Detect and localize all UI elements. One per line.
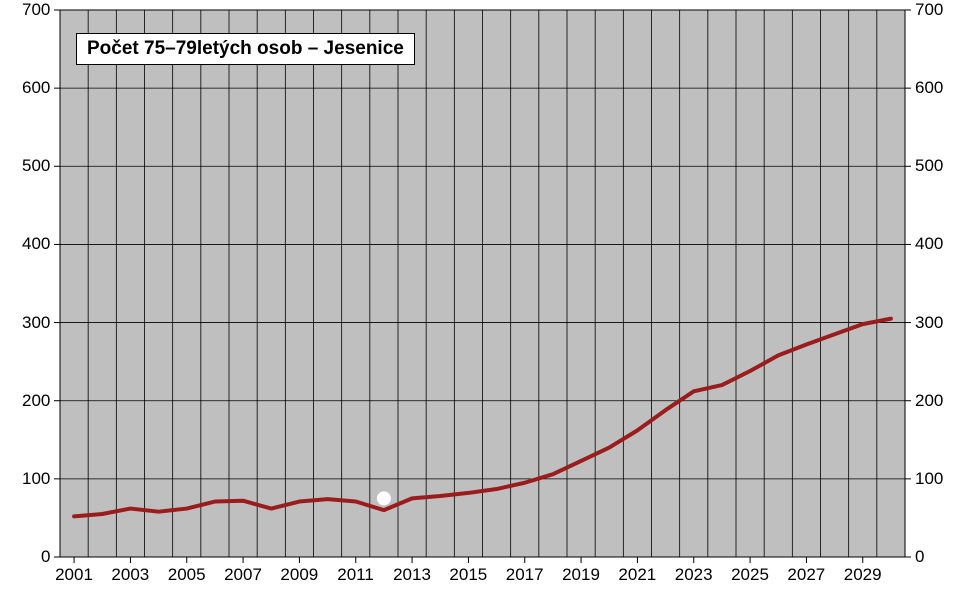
y-axis-label-left: 700 <box>22 0 50 20</box>
y-axis-label-left: 300 <box>22 313 50 333</box>
y-axis-label-left: 500 <box>22 156 50 176</box>
y-axis-label-right: 600 <box>915 78 943 98</box>
y-axis-label-right: 100 <box>915 469 943 489</box>
x-axis-label: 2007 <box>224 565 262 585</box>
x-axis-label: 2019 <box>562 565 600 585</box>
x-axis-label: 2013 <box>393 565 431 585</box>
highlight-marker <box>377 491 391 505</box>
x-axis-label: 2025 <box>731 565 769 585</box>
y-axis-label-left: 100 <box>22 469 50 489</box>
y-axis-label-left: 200 <box>22 391 50 411</box>
x-axis-label: 2009 <box>280 565 318 585</box>
x-axis-label: 2001 <box>55 565 93 585</box>
y-axis-label-right: 700 <box>915 0 943 20</box>
y-axis-label-left: 0 <box>41 547 50 567</box>
y-axis-label-right: 200 <box>915 391 943 411</box>
chart-svg <box>0 0 961 595</box>
x-axis-label: 2023 <box>675 565 713 585</box>
y-axis-label-left: 400 <box>22 234 50 254</box>
y-axis-label-right: 500 <box>915 156 943 176</box>
y-axis-label-left: 600 <box>22 78 50 98</box>
x-axis-label: 2005 <box>168 565 206 585</box>
x-axis-label: 2003 <box>111 565 149 585</box>
x-axis-label: 2015 <box>449 565 487 585</box>
x-axis-label: 2011 <box>337 565 374 585</box>
x-axis-label: 2029 <box>844 565 882 585</box>
y-axis-label-right: 300 <box>915 313 943 333</box>
x-axis-label: 2017 <box>506 565 544 585</box>
x-axis-label: 2021 <box>618 565 656 585</box>
y-axis-label-right: 0 <box>915 547 924 567</box>
y-axis-label-right: 400 <box>915 234 943 254</box>
chart-title: Počet 75–79letých osob – Jesenice <box>76 33 415 65</box>
x-axis-label: 2027 <box>787 565 825 585</box>
chart-container: Počet 75–79letých osob – Jesenice 0 100 20… <box>0 0 961 595</box>
